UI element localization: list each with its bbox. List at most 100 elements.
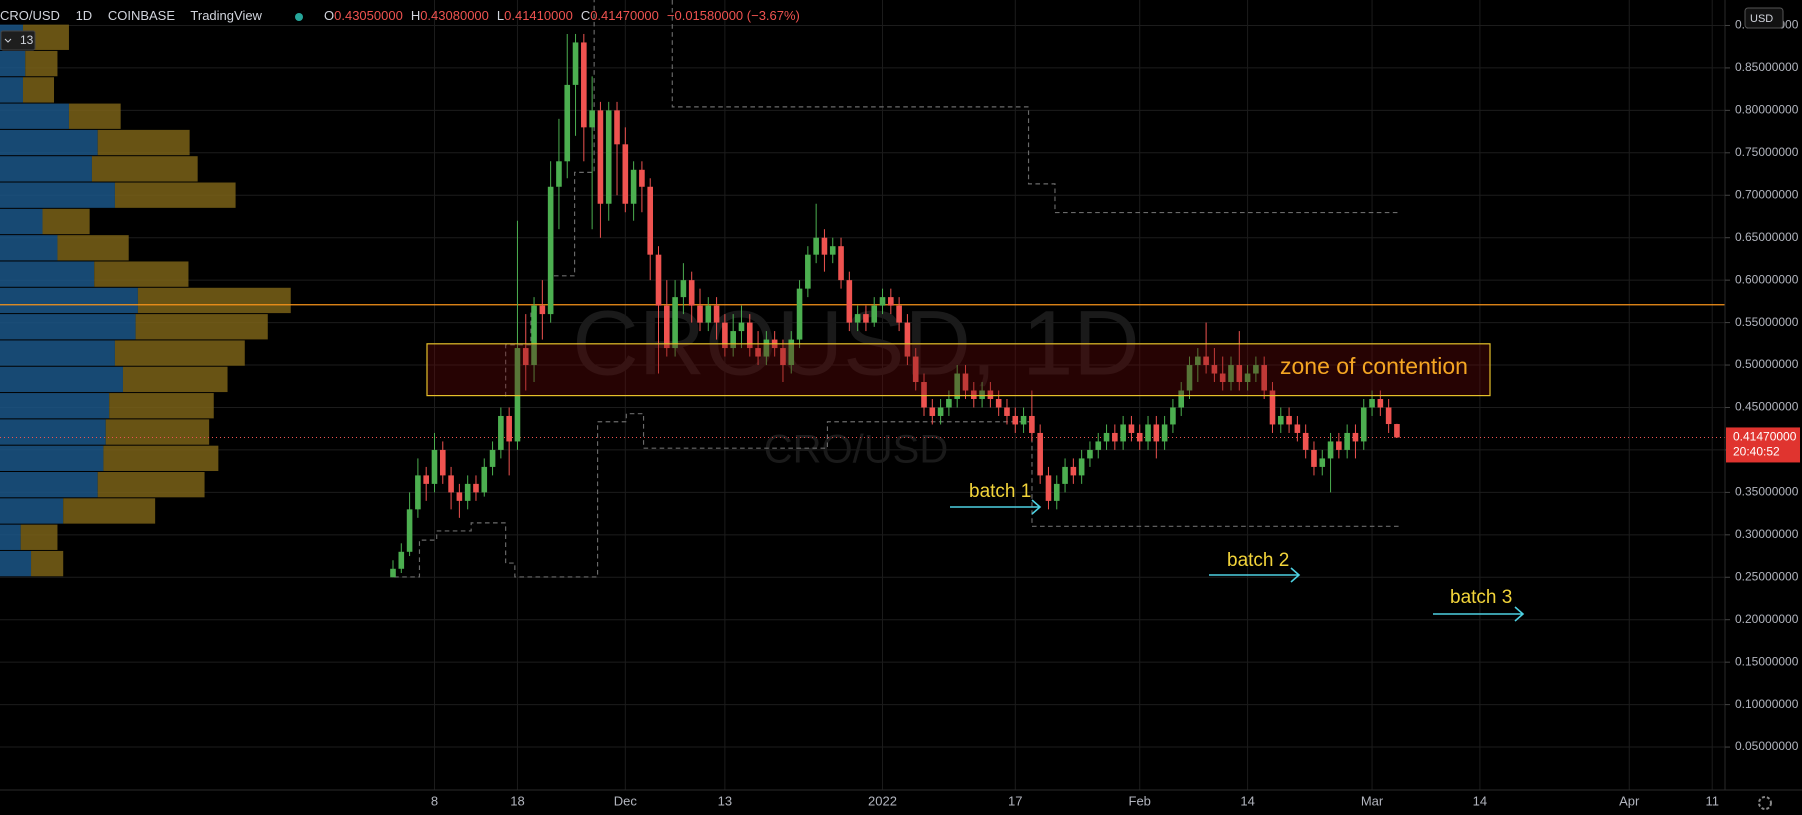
profile-buy [0, 524, 21, 550]
candle-body [1070, 466, 1077, 476]
profile-sell [109, 393, 214, 419]
candle-body [1369, 398, 1375, 408]
candle-body [796, 288, 803, 340]
channel-low-2 [1031, 421, 1400, 527]
candle-body [1377, 398, 1384, 408]
annotations: zone of contention batch 1 batch 2 batch 3 [426, 343, 1525, 622]
x-tick-label: 14 [1473, 793, 1487, 808]
profile-sell [91, 156, 198, 182]
watermark-sub: CRO/USD [764, 428, 948, 472]
candle-body [1394, 424, 1400, 438]
volume-profile [0, 24, 291, 577]
price-label: 0.41470000 [1733, 430, 1797, 444]
profile-buy [0, 393, 110, 419]
currency-button[interactable] [1744, 7, 1784, 29]
candle-body [1020, 415, 1027, 425]
profile-buy [0, 445, 104, 472]
candle-body [1286, 415, 1292, 425]
candle-body [1352, 432, 1359, 442]
candle-body [1112, 432, 1118, 442]
candle-body [1253, 365, 1259, 374]
candle-body [664, 305, 670, 349]
candle-body [730, 331, 736, 349]
candle-body [547, 186, 554, 315]
candle-body [423, 475, 429, 484]
candle-body [1302, 432, 1309, 450]
candle-body [1145, 424, 1151, 442]
candle-body [995, 398, 1002, 408]
settings-icon[interactable] [1758, 796, 1772, 810]
field-value: 0.41410000 [504, 8, 573, 23]
candle-body [597, 110, 604, 204]
y-tick-label: 0.05000000 [1735, 739, 1799, 753]
candle-body [464, 483, 471, 501]
profile-buy [0, 340, 115, 366]
y-tick-label: 0.20000000 [1735, 612, 1799, 626]
candle-body [688, 280, 695, 306]
header: CRO/USD 1D COINBASE TradingView [0, 8, 263, 23]
candle-body [1311, 449, 1317, 467]
profile-badge-text: 13 [20, 33, 34, 47]
candle-body [1128, 424, 1135, 433]
profile-buy [0, 129, 98, 156]
profile-sell [137, 287, 291, 314]
candle-body [390, 568, 396, 578]
candle-body [605, 110, 612, 204]
candle-body [879, 297, 886, 306]
candle-body [506, 415, 512, 442]
field-value: 0.43050000 [334, 8, 403, 23]
batch-arrow [950, 499, 1042, 515]
profile-sell [31, 550, 64, 577]
candle-body [473, 483, 479, 493]
candle-body [1120, 424, 1126, 442]
candle-body [630, 169, 637, 204]
y-tick-label: 0.75000000 [1735, 145, 1799, 159]
candle-body [1053, 483, 1060, 501]
profile-sell [57, 235, 129, 261]
x-tick-label: 18 [510, 793, 524, 808]
profile-buy [0, 103, 69, 129]
candles [390, 33, 1400, 578]
candle-body [1228, 365, 1234, 383]
x-tick-label: Dec [614, 793, 638, 808]
candle-body [1095, 441, 1102, 450]
candle-body [763, 339, 770, 357]
candle-body [1277, 415, 1284, 425]
candle-body [1136, 432, 1143, 442]
interval: 1D [76, 8, 93, 23]
candle-body [838, 246, 844, 281]
profile-sell [63, 498, 156, 524]
candle-body [431, 449, 438, 484]
candle-body [1103, 432, 1110, 442]
candle-body [1219, 373, 1226, 383]
candle-body [1203, 356, 1209, 366]
levels [0, 304, 1725, 438]
candle-body [871, 305, 878, 323]
y-tick-label: 0.45000000 [1735, 400, 1799, 414]
x-tick-label: Feb [1129, 793, 1151, 808]
candle-body [937, 407, 944, 416]
x-tick-label: 8 [431, 793, 438, 808]
y-tick-label: 0.10000000 [1735, 697, 1799, 711]
candle-body [979, 390, 985, 399]
candle-body [647, 186, 654, 255]
batch-label: batch 3 [1450, 587, 1512, 608]
x-tick-label: Mar [1361, 793, 1384, 808]
candle-body [1385, 407, 1392, 425]
candle-body [614, 110, 620, 145]
profile-buy [0, 550, 32, 577]
price-label-box [1726, 427, 1800, 463]
candle-body [780, 348, 786, 366]
field-key: L [497, 8, 504, 23]
profile-buy [0, 472, 98, 498]
y-tick-label: 0.85000000 [1735, 60, 1799, 74]
candle-body [970, 390, 977, 399]
y-tick-label: 0.80000000 [1735, 103, 1799, 117]
batch-arrow [1433, 606, 1525, 622]
candle-body [406, 509, 413, 552]
candle-body [987, 390, 994, 399]
candle-body [589, 110, 595, 128]
profile-badge[interactable] [0, 30, 36, 51]
